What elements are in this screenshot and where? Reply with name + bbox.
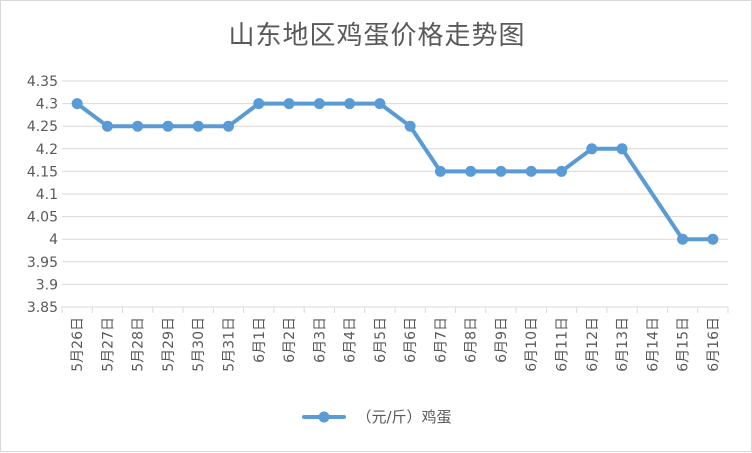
data-point <box>616 143 628 155</box>
data-point <box>434 165 446 177</box>
x-tick-label: 6月12日 <box>585 317 601 372</box>
x-tick-label: 5月29日 <box>161 317 177 372</box>
y-tick-label: 4.35 <box>27 74 58 90</box>
x-tick-label: 6月10日 <box>524 317 540 372</box>
data-point <box>556 165 567 177</box>
y-tick-label: 4.2 <box>36 142 58 158</box>
data-point <box>313 98 325 110</box>
x-tick-label: 6月13日 <box>615 317 631 372</box>
x-tick-label: 6月9日 <box>494 317 510 363</box>
x-tick-label: 6月7日 <box>433 317 449 363</box>
x-tick-label: 6月8日 <box>464 317 480 363</box>
data-point <box>586 143 598 155</box>
y-tick-label: 4.3 <box>36 97 58 113</box>
y-tick-label: 4.05 <box>27 210 58 226</box>
y-tick-label: 4.15 <box>27 164 58 180</box>
x-tick-label: 6月14日 <box>645 317 661 372</box>
x-axis-ticks: 5月26日 5月27日 5月28日 5月29日 5月30日 5月31日 6月1日 6月2日 6月… <box>61 307 729 372</box>
data-point <box>525 165 537 177</box>
data-point <box>132 120 144 132</box>
x-tick-label: 6月15日 <box>676 317 692 372</box>
y-tick-label: 3.85 <box>27 300 58 316</box>
data-point <box>162 120 174 132</box>
data-point <box>707 233 719 245</box>
x-tick-label: 6月6日 <box>403 317 419 363</box>
y-tick-label: 3.95 <box>27 255 58 271</box>
y-tick-label: 4.25 <box>27 119 58 135</box>
data-point <box>192 120 204 132</box>
x-tick-label: 6月11日 <box>555 317 571 372</box>
data-point <box>344 98 356 110</box>
x-tick-label: 5月30日 <box>191 317 207 372</box>
x-tick-label: 5月27日 <box>100 317 116 372</box>
data-point <box>223 120 234 132</box>
data-point <box>101 120 113 132</box>
x-tick-label: 6月5日 <box>373 317 389 363</box>
data-point <box>253 98 265 110</box>
x-tick-label: 6月3日 <box>312 317 328 363</box>
data-point <box>465 165 477 177</box>
chart-title: 山东地区鸡蛋价格走势图 <box>228 21 526 51</box>
x-tick-label: 6月2日 <box>282 317 298 363</box>
x-tick-label: 5月31日 <box>222 317 238 372</box>
legend-label: （元/斤）鸡蛋 <box>356 408 452 426</box>
legend-marker <box>302 411 347 422</box>
data-point <box>677 233 689 245</box>
y-tick-label: 3.9 <box>36 277 58 293</box>
y-tick-label: 4 <box>49 232 58 248</box>
legend: （元/斤）鸡蛋 <box>1 406 752 427</box>
series-layer <box>71 98 719 245</box>
data-point <box>374 98 386 110</box>
x-tick-label: 5月26日 <box>70 317 86 372</box>
x-tick-label: 6月16日 <box>706 317 722 372</box>
y-axis-ticks: 4.35 4.3 4.25 4.2 4.15 4.1 4.05 4 3.95 3.9 3.85 <box>27 74 58 316</box>
data-point <box>71 98 83 110</box>
x-tick-label: 6月4日 <box>343 317 359 363</box>
data-point <box>404 120 416 132</box>
y-tick-label: 4.1 <box>36 187 58 203</box>
data-point <box>495 165 507 177</box>
x-tick-label: 5月28日 <box>131 317 147 372</box>
x-tick-label: 6月1日 <box>252 317 268 363</box>
data-point <box>283 98 295 110</box>
